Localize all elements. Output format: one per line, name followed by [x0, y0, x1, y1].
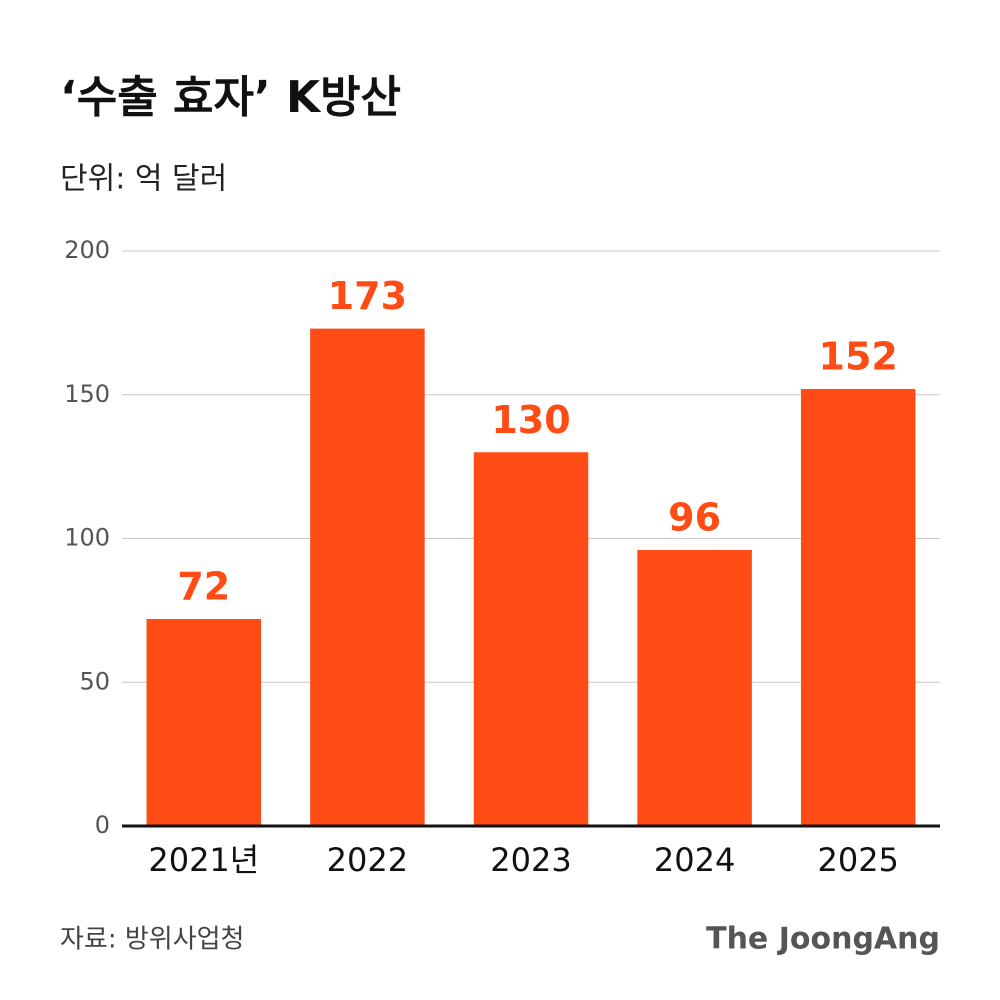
y-tick-label: 150 — [64, 380, 110, 408]
x-tick-label: 2025 — [817, 841, 898, 879]
y-tick-label: 0 — [95, 811, 110, 839]
bar — [473, 452, 589, 826]
value-label: 173 — [328, 274, 407, 318]
x-tick-label: 2023 — [490, 841, 571, 879]
y-tick-label: 100 — [64, 524, 110, 552]
value-label: 72 — [177, 565, 230, 609]
bar — [637, 550, 752, 826]
value-label: 96 — [668, 496, 721, 540]
y-tick-label: 200 — [64, 236, 110, 264]
y-tick-label: 50 — [79, 667, 110, 695]
source: 자료: 방위사업청 — [60, 925, 244, 955]
chart-subtitle: 단위: 억 달러 — [60, 162, 227, 197]
x-tick-label: 2022 — [327, 841, 408, 879]
bar — [800, 389, 916, 826]
value-label: 152 — [819, 335, 898, 379]
brand: The JoongAng — [706, 922, 940, 957]
x-tick-label: 2021년 — [148, 841, 259, 879]
bar — [146, 619, 262, 826]
value-label: 130 — [491, 398, 570, 442]
x-tick-label: 2024 — [654, 841, 735, 879]
chart-title: ‘수출 효자’ K방산 — [60, 72, 401, 123]
bar — [310, 328, 425, 826]
